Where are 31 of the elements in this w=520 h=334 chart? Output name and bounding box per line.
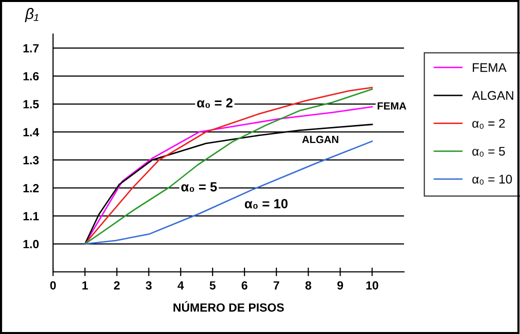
annotation: α₀ = 2 (197, 98, 233, 108)
x-tick-label: 6 (242, 281, 248, 290)
annotation: α₀ = 5 (181, 182, 217, 192)
x-tick-label: 4 (178, 281, 184, 290)
legend-label: α₀ = 5 (472, 146, 505, 157)
y-tick-label: 1.7 (23, 44, 39, 52)
x-tick-label: 0 (50, 281, 56, 290)
y-tick-label: 1.5 (23, 100, 39, 108)
x-tick-label: 5 (210, 281, 216, 290)
x-tick-label: 3 (146, 281, 152, 290)
legend-label: ALGAN (472, 91, 514, 100)
annotation: ALGAN (302, 136, 338, 144)
x-tick-label: 2 (114, 281, 120, 290)
y-tick-label: 1.3 (23, 156, 39, 164)
x-tick-label: 10 (366, 281, 378, 290)
y-tick-label: 1.6 (23, 72, 39, 80)
x-tick-label: 8 (305, 281, 312, 290)
legend-label: α₀ = 10 (472, 174, 512, 185)
x-axis-title: NÚMERO DE PISOS (174, 301, 284, 312)
y-axis-title: β₁ (24, 8, 38, 22)
x-tick-label: 7 (274, 281, 280, 290)
legend-label: α₀ = 2 (472, 118, 505, 129)
y-tick-label: 1.1 (23, 212, 39, 220)
y-tick-label: 1.4 (23, 128, 40, 136)
legend-label: FEMA (472, 63, 507, 72)
y-tick-label: 1.0 (23, 240, 39, 248)
annotation: α₀ = 10 (244, 199, 288, 209)
annotation: FEMA (378, 102, 406, 110)
y-tick-label: 1.2 (23, 184, 39, 192)
x-tick-label: 1 (82, 281, 88, 290)
x-tick-label: 9 (337, 281, 344, 290)
